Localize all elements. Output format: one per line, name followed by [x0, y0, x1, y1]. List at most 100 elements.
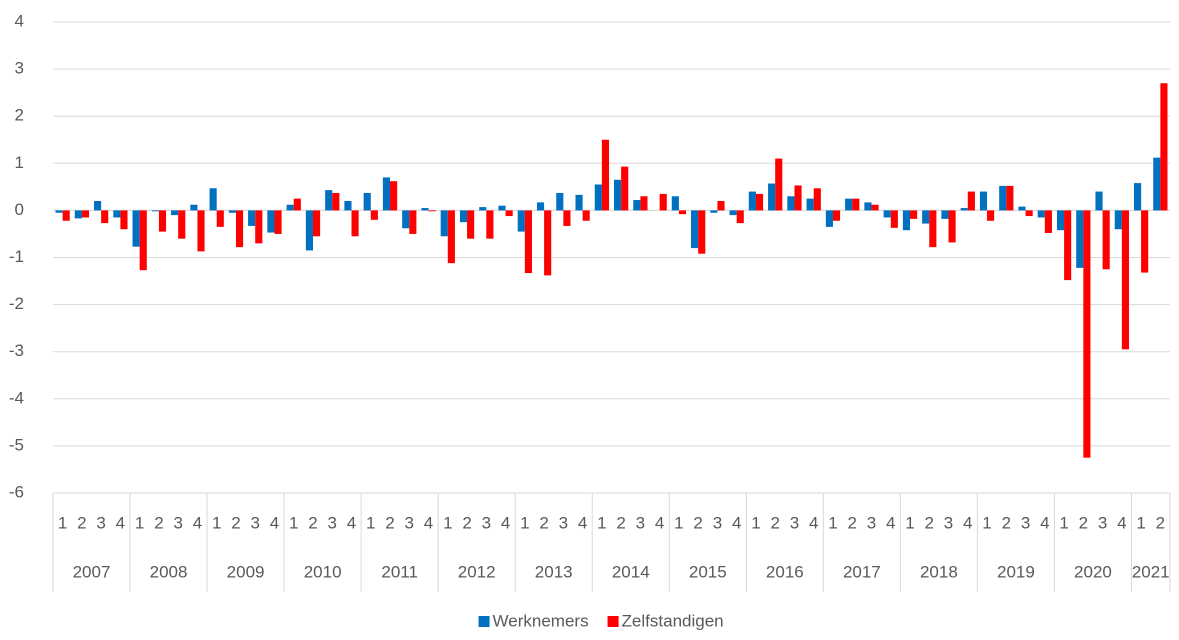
- bar: [806, 198, 814, 211]
- quarter-label: 2: [770, 513, 779, 532]
- bar: [286, 204, 294, 211]
- quarter-label: 4: [424, 513, 433, 532]
- bar: [440, 210, 448, 237]
- bar: [1064, 210, 1072, 281]
- year-label: 2021: [1132, 562, 1170, 581]
- bar: [698, 210, 706, 254]
- year-label: 2017: [843, 562, 881, 581]
- bar: [910, 210, 918, 219]
- bar: [274, 210, 282, 234]
- y-tick-label: 0: [15, 200, 24, 219]
- quarter-label: 1: [135, 513, 144, 532]
- quarter-label: 3: [944, 513, 953, 532]
- quarter-label: 4: [1040, 513, 1049, 532]
- bar: [459, 210, 468, 223]
- bar: [1114, 210, 1122, 230]
- bar: [736, 210, 744, 224]
- quarter-label: 3: [328, 513, 337, 532]
- quarter-label: 2: [385, 513, 394, 532]
- quarter-label: 4: [809, 513, 818, 532]
- bar: [775, 158, 783, 211]
- quarter-label: 4: [193, 513, 202, 532]
- bar: [582, 210, 590, 221]
- bar: [979, 191, 988, 211]
- bar: [94, 200, 102, 211]
- bar: [267, 210, 275, 233]
- quarter-label: 2: [693, 513, 702, 532]
- bar: [1083, 210, 1091, 458]
- bar: [447, 210, 455, 264]
- year-label: 2019: [997, 562, 1035, 581]
- legend-swatch: [478, 616, 490, 627]
- bar: [351, 210, 359, 237]
- quarter-label: 3: [636, 513, 645, 532]
- bar: [171, 210, 179, 216]
- quarter-label: 3: [867, 513, 876, 532]
- bar: [832, 210, 841, 221]
- bar: [640, 196, 648, 211]
- quarter-label: 3: [1098, 513, 1107, 532]
- bar: [871, 204, 879, 211]
- bar: [1160, 83, 1168, 211]
- bar: [505, 210, 513, 217]
- bar: [197, 210, 205, 252]
- bar: [1044, 210, 1052, 234]
- bar: [717, 200, 725, 211]
- bar: [524, 210, 532, 274]
- y-tick-label: 3: [15, 59, 24, 78]
- bar: [1076, 210, 1084, 268]
- bar: [659, 193, 667, 211]
- y-tick-label: -2: [9, 294, 24, 313]
- bar: [601, 139, 609, 211]
- quarter-label: 3: [559, 513, 568, 532]
- quarter-label: 4: [1117, 513, 1126, 532]
- quarter-label: 3: [405, 513, 414, 532]
- bar: [409, 210, 417, 234]
- bar: [678, 210, 687, 215]
- quarter-label: 3: [250, 513, 259, 532]
- bar: [1018, 206, 1026, 211]
- bar: [178, 210, 186, 239]
- bar: [941, 210, 949, 219]
- bar: [81, 210, 90, 218]
- year-label: 2018: [920, 562, 958, 581]
- quarter-label: 3: [96, 513, 105, 532]
- quarter-label: 2: [1079, 513, 1088, 532]
- bar: [209, 188, 217, 211]
- quarter-label: 2: [77, 513, 86, 532]
- bar: [1056, 210, 1065, 231]
- quarter-label: 1: [905, 513, 914, 532]
- bar: [305, 210, 313, 251]
- bar: [1006, 185, 1014, 211]
- bar: [190, 204, 198, 211]
- bar: [710, 210, 718, 213]
- bar: [228, 210, 236, 213]
- bar: [312, 210, 321, 237]
- bar: [987, 210, 995, 221]
- bar: [1095, 191, 1103, 211]
- bar: [671, 196, 679, 211]
- bar: [248, 210, 256, 226]
- quarter-label: 2: [231, 513, 240, 532]
- quarter-label: 2: [1002, 513, 1011, 532]
- bar: [370, 210, 378, 220]
- bar: [883, 210, 891, 218]
- bar: [382, 177, 391, 211]
- year-label: 2014: [612, 562, 650, 581]
- bar: [633, 200, 641, 211]
- bar: [691, 210, 699, 249]
- bar: [902, 210, 911, 231]
- bar: [74, 210, 82, 219]
- bar: [536, 202, 545, 211]
- bar: [216, 210, 224, 227]
- y-tick-label: -3: [9, 341, 24, 360]
- bar: [1121, 210, 1129, 350]
- quarter-label: 4: [347, 513, 356, 532]
- bar: [486, 210, 494, 239]
- y-tick-label: 4: [15, 11, 24, 30]
- bar: [614, 179, 622, 211]
- bar: [1133, 183, 1142, 211]
- quarter-label: 1: [1136, 513, 1145, 532]
- bar: [467, 210, 475, 239]
